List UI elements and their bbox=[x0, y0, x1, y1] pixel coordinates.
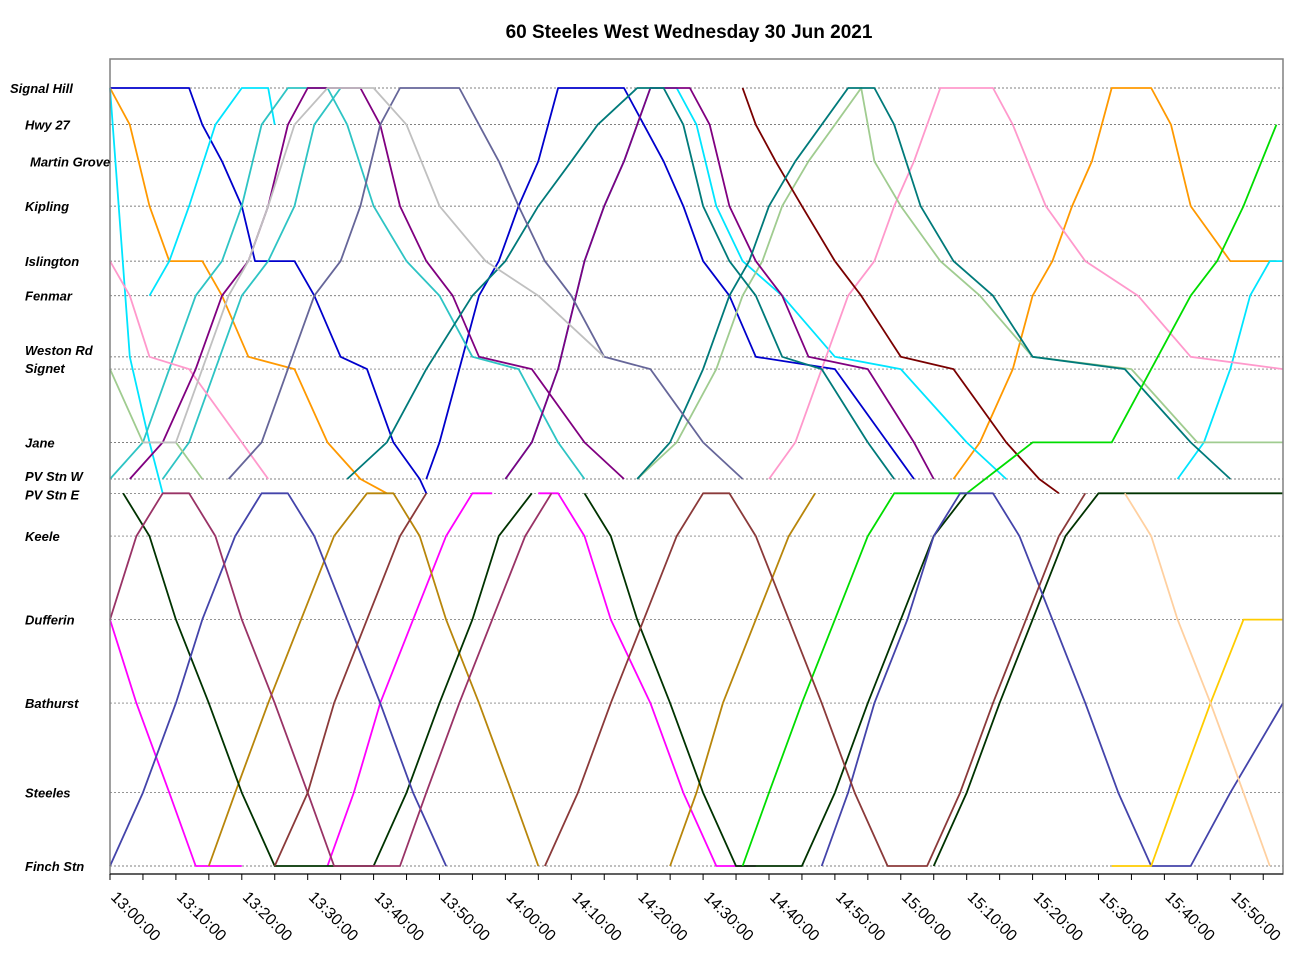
stop-label-fenmar: Fenmar bbox=[25, 289, 73, 304]
time-axis: 13:00:00 13:10:00 13:20:00 13:30:00 13:40:00… bbox=[107, 873, 1284, 945]
trip-line-4 bbox=[952, 87, 1277, 480]
trip-line-6 bbox=[148, 87, 276, 297]
trip-line-21 bbox=[142, 87, 605, 444]
trip-line-28 bbox=[583, 492, 968, 867]
trip-line-26 bbox=[669, 492, 816, 867]
trip-line-19 bbox=[636, 87, 1231, 480]
stop-label-weston-rd: Weston Rd bbox=[25, 343, 94, 358]
trip-line-17 bbox=[741, 87, 1060, 495]
x-tick-label: 14:00:00 bbox=[503, 889, 559, 945]
trip-line-35 bbox=[273, 492, 428, 867]
x-tick-label: 13:20:00 bbox=[239, 889, 295, 945]
trip-line-7 bbox=[504, 87, 1007, 480]
stop-label-pv-stn-w: PV Stn W bbox=[25, 469, 85, 484]
stop-label-hwy-27: Hwy 27 bbox=[25, 118, 71, 133]
trip-line-18 bbox=[346, 87, 895, 480]
x-tick-label: 14:20:00 bbox=[634, 889, 690, 945]
stop-label-bathurst: Bathurst bbox=[25, 696, 79, 711]
trip-line-5 bbox=[109, 87, 164, 494]
stop-label-pv-stn-e: PV Stn E bbox=[25, 487, 80, 502]
trip-line-9 bbox=[109, 87, 586, 480]
stop-label-keele: Keele bbox=[25, 529, 60, 544]
x-tick-label: 14:50:00 bbox=[832, 889, 888, 945]
trip-line-16 bbox=[504, 87, 935, 480]
x-tick-label: 15:30:00 bbox=[1096, 889, 1152, 945]
x-tick-label: 13:00:00 bbox=[107, 889, 163, 945]
stop-labels: Signal Hill Hwy 27 Martin Grove Kipling Isli… bbox=[10, 81, 110, 874]
x-tick-label: 14:40:00 bbox=[766, 889, 822, 945]
trip-line-10 bbox=[161, 87, 342, 480]
x-tick-label: 15:00:00 bbox=[898, 889, 954, 945]
stop-label-signal-hill: Signal Hill bbox=[10, 81, 73, 96]
trip-line-30 bbox=[741, 124, 1278, 867]
trip-line-12 bbox=[768, 87, 1284, 480]
trip-line-8 bbox=[1176, 260, 1283, 480]
trip-line-14 bbox=[636, 87, 1283, 480]
trip-line-11 bbox=[109, 260, 269, 480]
trip-lines bbox=[109, 87, 1284, 867]
trip-line-37 bbox=[1124, 492, 1271, 867]
stop-label-signet: Signet bbox=[25, 361, 65, 376]
x-tick-label: 15:10:00 bbox=[964, 889, 1020, 945]
x-tick-label: 15:20:00 bbox=[1030, 889, 1086, 945]
trip-line-36 bbox=[544, 492, 1087, 867]
stop-label-steeles: Steeles bbox=[25, 786, 71, 801]
trip-line-31 bbox=[109, 492, 447, 867]
trip-line-20 bbox=[227, 87, 744, 480]
chart-title: 60 Steeles West Wednesday 30 Jun 2021 bbox=[506, 22, 873, 43]
x-tick-label: 13:30:00 bbox=[305, 889, 361, 945]
stop-label-martin-grove: Martin Grove bbox=[30, 154, 110, 169]
trip-line-29 bbox=[932, 492, 1283, 867]
x-tick-label: 13:40:00 bbox=[371, 889, 427, 945]
x-tick-label: 14:10:00 bbox=[568, 889, 624, 945]
gridlines bbox=[110, 87, 1283, 867]
x-tick-label: 15:40:00 bbox=[1162, 889, 1218, 945]
trip-line-24 bbox=[538, 492, 756, 867]
trip-line-22 bbox=[109, 619, 242, 867]
x-tick-label: 15:50:00 bbox=[1227, 889, 1283, 945]
stop-label-dufferin: Dufferin bbox=[25, 613, 75, 628]
stop-label-kipling: Kipling bbox=[25, 199, 69, 214]
x-tick-label: 14:30:00 bbox=[700, 889, 756, 945]
trip-line-25 bbox=[207, 492, 540, 867]
trip-line-23 bbox=[326, 492, 493, 867]
x-tick-label: 13:50:00 bbox=[437, 889, 493, 945]
trip-line-33 bbox=[1111, 618, 1283, 867]
stop-label-finch-stn: Finch Stn bbox=[25, 859, 84, 874]
trip-line-1 bbox=[110, 87, 428, 494]
stop-label-islington: Islington bbox=[25, 254, 79, 269]
trip-line-27 bbox=[122, 492, 533, 867]
trip-line-32 bbox=[820, 492, 1284, 867]
trip-line-2 bbox=[425, 87, 915, 480]
x-tick-label: 13:10:00 bbox=[173, 889, 229, 945]
stop-label-jane: Jane bbox=[25, 435, 55, 450]
